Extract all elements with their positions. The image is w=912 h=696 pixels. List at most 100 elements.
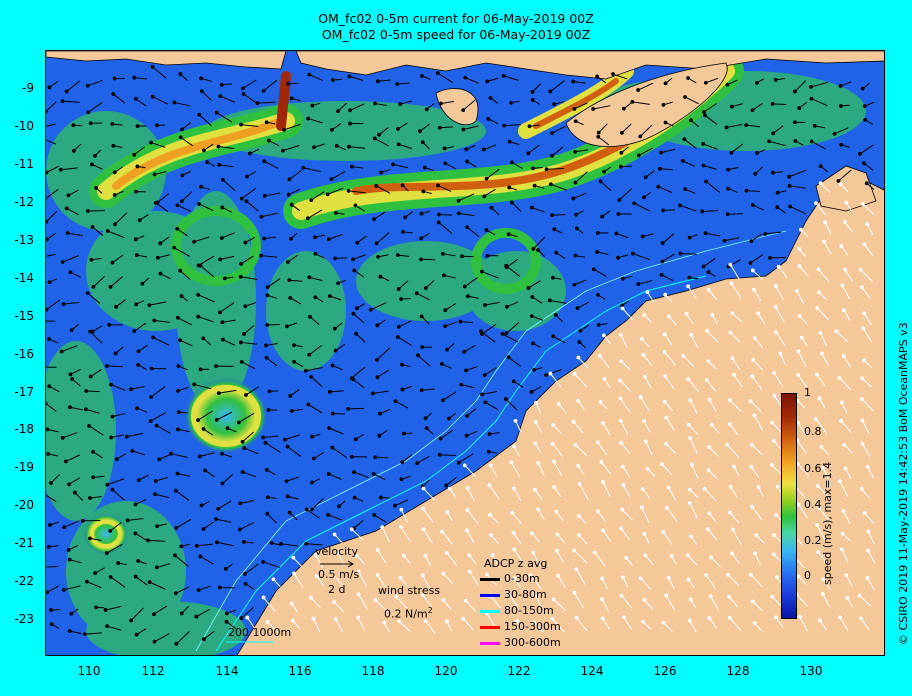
current-vector-head bbox=[114, 457, 119, 462]
wind-vector-head bbox=[756, 485, 761, 489]
wind-vector bbox=[860, 618, 870, 631]
current-vector bbox=[311, 191, 325, 201]
current-vector bbox=[69, 559, 82, 564]
current-vector bbox=[106, 543, 123, 554]
current-vector-head bbox=[532, 183, 537, 188]
current-vector-head bbox=[147, 580, 152, 585]
wind-vector-head bbox=[709, 555, 714, 560]
current-vector-head bbox=[236, 420, 241, 425]
current-vector bbox=[600, 181, 612, 191]
wind-vector-head bbox=[799, 227, 803, 232]
current-vector-head bbox=[265, 285, 270, 290]
current-vector bbox=[377, 369, 390, 378]
current-vector-head bbox=[574, 226, 579, 231]
wind-vector bbox=[621, 509, 633, 521]
wind-vector-head bbox=[423, 619, 428, 623]
current-vector-head bbox=[423, 286, 428, 290]
wind-vector-head bbox=[732, 372, 736, 377]
current-vector-head bbox=[194, 543, 199, 548]
current-vector-head bbox=[571, 196, 576, 201]
wind-vector-head bbox=[356, 569, 361, 573]
current-vector-head bbox=[67, 557, 72, 562]
wind-vector bbox=[682, 355, 695, 367]
current-vector-head bbox=[196, 418, 200, 423]
current-vector bbox=[370, 302, 387, 311]
wind-vector bbox=[753, 289, 762, 302]
wind-vector-head bbox=[815, 306, 820, 311]
current-vector-head bbox=[596, 293, 600, 297]
current-vector bbox=[397, 82, 410, 85]
current-vector-head bbox=[501, 73, 506, 78]
wind-vector-head bbox=[837, 375, 842, 380]
current-vector-head bbox=[217, 310, 222, 315]
wind-vector bbox=[510, 461, 520, 477]
current-vector bbox=[680, 204, 697, 212]
current-vector-head bbox=[224, 619, 229, 624]
current-vector-head bbox=[110, 487, 115, 492]
wind-vector bbox=[816, 374, 826, 387]
current-vector bbox=[632, 101, 650, 105]
wind-vector-head bbox=[689, 462, 694, 467]
wind-vector-head bbox=[797, 264, 802, 268]
current-vector-head bbox=[283, 437, 287, 442]
current-vector bbox=[751, 233, 762, 242]
current-vector-head bbox=[46, 401, 48, 406]
wind-vector bbox=[623, 484, 631, 498]
figure-subtitle: OM_fc02 0-5m speed for 06-May-2019 00Z bbox=[321, 27, 591, 42]
wind-vector-head bbox=[619, 359, 624, 364]
wind-vector bbox=[620, 334, 628, 348]
current-vector bbox=[724, 237, 740, 242]
current-vector bbox=[241, 361, 256, 370]
current-vector-head bbox=[701, 142, 706, 146]
current-vector-head bbox=[85, 83, 90, 88]
current-vector-head bbox=[443, 308, 448, 313]
current-vector-head bbox=[266, 408, 271, 412]
current-vector-head bbox=[725, 82, 730, 87]
current-vector-head bbox=[180, 173, 185, 178]
wind-vector bbox=[797, 350, 807, 368]
current-vector-head bbox=[529, 314, 534, 319]
current-vector-head bbox=[238, 527, 242, 532]
wind-vector bbox=[773, 372, 784, 387]
current-vector-head bbox=[86, 110, 91, 115]
current-vector-head bbox=[133, 237, 138, 242]
wind-vector-head bbox=[841, 354, 846, 359]
current-vector-head bbox=[137, 218, 142, 223]
current-vector bbox=[440, 429, 454, 440]
current-vector-head bbox=[750, 203, 755, 207]
current-vector bbox=[46, 494, 57, 503]
current-vector-head bbox=[248, 151, 252, 156]
current-vector-head bbox=[596, 134, 601, 139]
current-vector-head bbox=[133, 531, 138, 536]
current-vector-head bbox=[500, 332, 505, 336]
lat-tick-label: -15 bbox=[14, 309, 34, 323]
wind-vector-head bbox=[865, 576, 870, 580]
current-vector bbox=[309, 316, 320, 325]
current-vector bbox=[287, 254, 299, 263]
current-vector bbox=[661, 274, 674, 282]
current-vector-head bbox=[124, 434, 129, 439]
current-vector bbox=[280, 543, 299, 547]
current-vector-head bbox=[241, 86, 245, 91]
wind-vector bbox=[469, 571, 479, 586]
wind-vector bbox=[796, 593, 809, 607]
wind-vector bbox=[422, 594, 433, 608]
current-vector bbox=[376, 347, 391, 361]
current-vector bbox=[811, 141, 826, 150]
wind-vector bbox=[864, 512, 875, 524]
current-vector-head bbox=[620, 303, 625, 308]
current-vector-head bbox=[375, 375, 380, 380]
wind-vector-head bbox=[484, 572, 489, 577]
wind-vector bbox=[400, 509, 408, 523]
current-vector-head bbox=[176, 410, 181, 415]
current-vector-head bbox=[392, 503, 397, 508]
wind-vector bbox=[797, 422, 807, 436]
current-vector-head bbox=[421, 189, 426, 194]
current-vector bbox=[639, 124, 653, 137]
current-vector bbox=[352, 378, 365, 389]
current-vector bbox=[243, 325, 255, 335]
current-vector-head bbox=[547, 298, 552, 303]
current-vector-head bbox=[199, 184, 203, 189]
wind-vector-head bbox=[750, 504, 755, 509]
wind-vector-head bbox=[660, 462, 664, 467]
